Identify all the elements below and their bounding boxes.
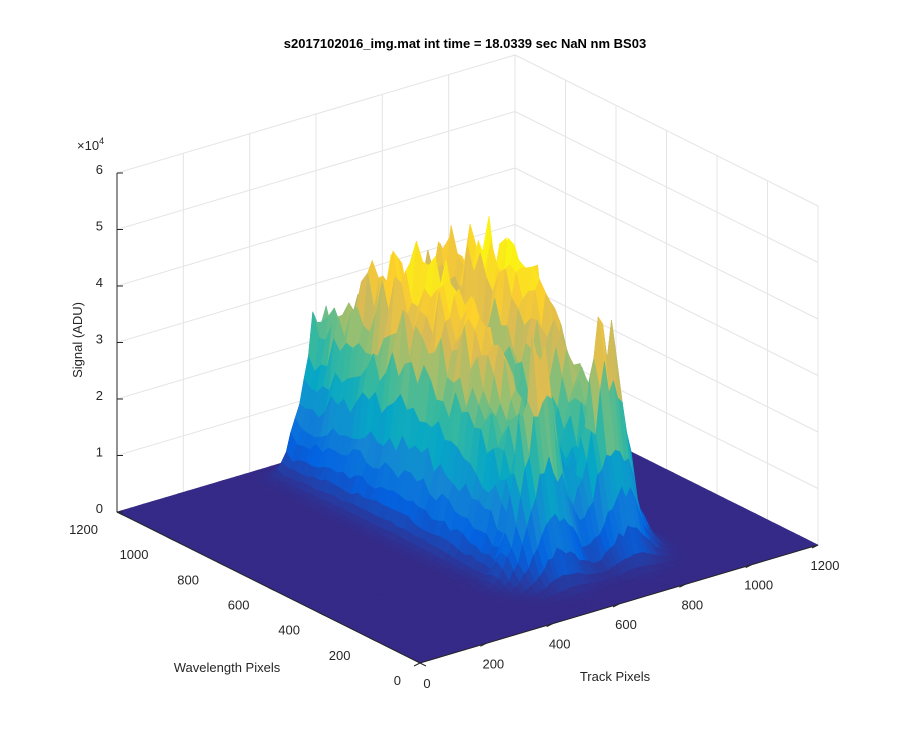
x-tick-label: 600 [615, 617, 637, 632]
y-tick-label: 200 [329, 648, 351, 663]
grid-line [514, 224, 819, 376]
x-tick-label: 0 [423, 676, 430, 691]
y-tick-label: 800 [177, 572, 199, 587]
x-axis-label: Track Pixels [580, 669, 651, 684]
x-tick-label: 1000 [744, 578, 773, 593]
grid-line [514, 280, 819, 433]
x-tick-label: 200 [482, 656, 504, 671]
y-axis-label: Wavelength Pixels [174, 660, 281, 675]
z-axis-label: Signal (ADU) [70, 302, 85, 378]
y-tick-label: 1200 [69, 522, 98, 537]
grid-line [514, 111, 819, 263]
y-tick-mark [419, 662, 427, 667]
z-tick-label: 0 [96, 501, 103, 516]
z-tick-label: 3 [96, 332, 103, 347]
grid-line [116, 111, 516, 230]
y-tick-label: 600 [228, 598, 250, 613]
z-tick-label: 5 [96, 219, 103, 234]
x-tick-label: 800 [681, 597, 703, 612]
z-exponent-power: 4 [99, 136, 104, 146]
z-exponent-label: ×104 [77, 136, 104, 153]
z-tick-label: 2 [96, 388, 103, 403]
y-tick-label: 0 [394, 673, 401, 688]
x-tick-mark [413, 662, 421, 667]
x-tick-label: 400 [549, 637, 571, 652]
grid-line [514, 167, 819, 320]
z-tick-label: 4 [96, 275, 103, 290]
x-tick-label: 1200 [811, 558, 840, 573]
z-tick-label: 1 [96, 445, 103, 460]
grid-line [514, 54, 819, 207]
y-tick-label: 1000 [120, 547, 149, 562]
chart-title: s2017102016_img.mat int time = 18.0339 s… [284, 36, 646, 51]
z-tick-label: 6 [96, 162, 103, 177]
y-tick-label: 400 [278, 623, 300, 638]
grid-line [116, 54, 516, 174]
surface-layer [116, 216, 819, 664]
grid-line [116, 167, 516, 287]
